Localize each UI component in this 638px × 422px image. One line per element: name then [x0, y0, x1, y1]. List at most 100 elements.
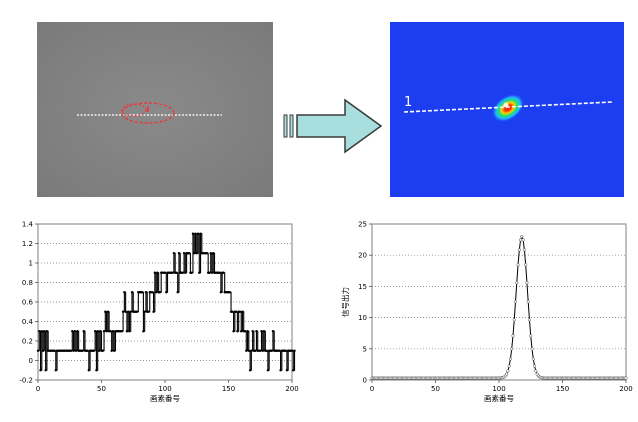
data-point: [101, 349, 104, 352]
data-point: [236, 330, 239, 333]
y-tick-label: 0: [29, 357, 33, 365]
data-point: [143, 310, 146, 313]
data-point: [259, 349, 262, 352]
data-point: [241, 310, 244, 313]
data-point: [74, 349, 78, 352]
data-point: [86, 349, 89, 352]
data-point: [72, 349, 75, 352]
arrow-bar-1: [283, 114, 288, 138]
data-point: [45, 330, 49, 333]
data-point: [158, 291, 162, 294]
data-point: [508, 357, 512, 361]
data-point: [130, 291, 134, 294]
data-point: [196, 232, 200, 235]
data-point: [38, 330, 41, 333]
data-point: [102, 330, 106, 333]
data-point: [184, 271, 187, 274]
data-point: [253, 349, 257, 352]
data-point: [290, 349, 294, 352]
data-point: [507, 364, 511, 368]
data-point: [529, 334, 533, 338]
x-axis-label: 画素番号: [484, 393, 514, 403]
data-point: [284, 349, 287, 352]
data-point: [199, 232, 202, 235]
data-point: [153, 271, 157, 274]
data-point: [210, 271, 214, 274]
data-point: [163, 271, 167, 274]
data-point: [248, 369, 252, 372]
data-point: [292, 369, 295, 372]
data-point: [41, 349, 45, 352]
data-point: [109, 330, 112, 333]
data-point: [198, 271, 201, 274]
data-point: [246, 330, 249, 333]
data-point: [293, 349, 296, 352]
data-point: [247, 349, 251, 352]
data-point: [531, 357, 535, 361]
x-tick-label: 100: [158, 385, 171, 393]
data-point: [44, 369, 47, 372]
data-point: [39, 369, 42, 372]
data-point: [212, 252, 215, 255]
data-point: [525, 281, 529, 285]
data-point: [54, 369, 57, 372]
data-point: [519, 238, 523, 242]
data-point: [182, 252, 186, 255]
data-point: [517, 248, 521, 252]
x-tick-label: 150: [222, 385, 235, 393]
data-point: [511, 334, 515, 338]
data-point: [123, 291, 126, 294]
hot-spot: [491, 93, 525, 123]
data-point: [260, 330, 263, 333]
data-point: [126, 310, 130, 313]
data-point: [513, 300, 518, 304]
data-point: [181, 271, 184, 274]
data-point: [36, 349, 40, 352]
data-point: [218, 271, 221, 274]
raw-image-background: [37, 22, 273, 197]
data-point: [177, 252, 181, 255]
data-point: [251, 330, 254, 333]
data-point: [165, 291, 168, 294]
data-point: [129, 310, 132, 313]
data-point: [172, 252, 176, 255]
chart-processed-profile: 0 5 10 15 20 25 0 50 100 150 200 画素番号 信号出力: [330, 214, 638, 418]
x-axis-label: 画素番号: [150, 393, 180, 403]
data-point: [526, 300, 530, 304]
data-point: [527, 318, 532, 322]
data-point: [99, 330, 102, 333]
data-point: [87, 369, 91, 372]
y-tick-label: 1.2: [22, 240, 33, 248]
data-point: [147, 310, 150, 313]
arrow-bar-2: [289, 114, 294, 138]
data-point: [144, 291, 148, 294]
data-point: [205, 252, 209, 255]
data-point: [521, 238, 525, 242]
data-point: [175, 271, 178, 274]
false-color-profile-line: [403, 101, 613, 113]
data-point: [228, 291, 231, 294]
data-point: [505, 372, 509, 376]
data-point: [154, 291, 158, 294]
x-tick-label: 100: [492, 385, 505, 393]
data-point: [516, 263, 520, 267]
data-point: [93, 330, 97, 333]
data-point: [261, 349, 264, 352]
data-point: [120, 330, 124, 333]
data-point: [245, 349, 248, 352]
data-point: [222, 271, 225, 274]
y-tick-label: 0.2: [22, 338, 33, 346]
data-point: [187, 252, 191, 255]
data-point: [69, 349, 73, 352]
y-tick-label: 1.4: [22, 221, 34, 229]
data-point: [515, 281, 519, 285]
y-tick-label: 0.6: [22, 299, 34, 307]
data-point: [110, 349, 113, 352]
x-tick-label: 200: [285, 385, 298, 393]
data-point: [265, 349, 268, 352]
data-point: [73, 330, 77, 333]
data-point: [128, 330, 131, 333]
data-point: [151, 291, 154, 294]
y-tick-label: 0.4: [22, 318, 34, 326]
data-point: [266, 369, 270, 372]
